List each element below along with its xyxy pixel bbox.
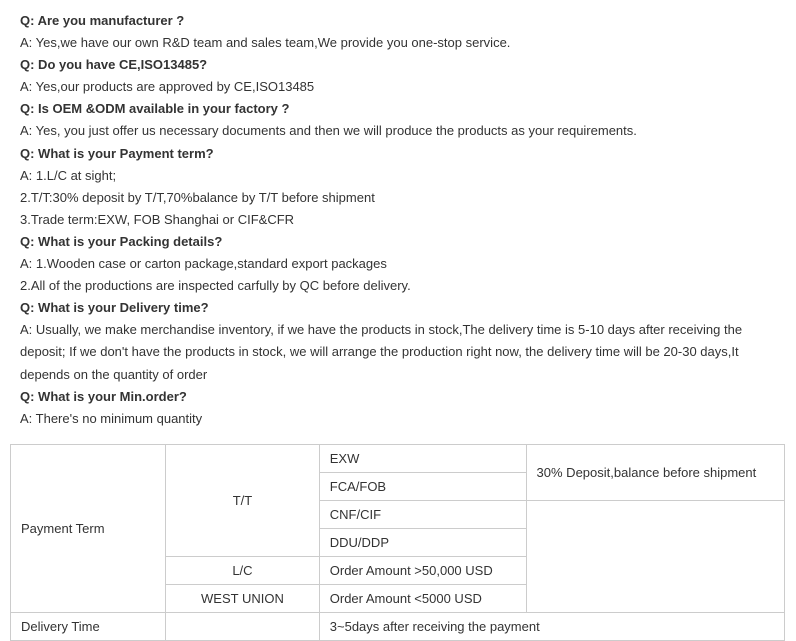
faq-question: Q: What is your Min.order? — [20, 386, 776, 408]
delivery-time-label: Delivery Time — [11, 612, 166, 640]
faq-question: Q: What is your Delivery time? — [20, 297, 776, 319]
faq-answer-line: A: Yes, you just offer us necessary docu… — [20, 120, 776, 142]
payment-wu: WEST UNION — [166, 584, 320, 612]
term-ddu-ddp: DDU/DDP — [319, 528, 526, 556]
order-gt: Order Amount >50,000 USD — [319, 556, 526, 584]
payment-term-label: Payment Term — [11, 444, 166, 612]
term-exw: EXW — [319, 444, 526, 472]
order-lt: Order Amount <5000 USD — [319, 584, 526, 612]
faq-answer-line: A: Usually, we make merchandise inventor… — [20, 319, 776, 385]
faq-answer-line: 3.Trade term:EXW, FOB Shanghai or CIF&CF… — [20, 209, 776, 231]
faq-question: Q: What is your Payment term? — [20, 143, 776, 165]
payment-tt: T/T — [166, 444, 320, 556]
faq-question: Q: Are you manufacturer ? — [20, 10, 776, 32]
faq-answer-line: 2.T/T:30% deposit by T/T,70%balance by T… — [20, 187, 776, 209]
empty-cell — [526, 500, 784, 612]
term-fca-fob: FCA/FOB — [319, 472, 526, 500]
payment-lc: L/C — [166, 556, 320, 584]
faq-answer-line: 2.All of the productions are inspected c… — [20, 275, 776, 297]
faq-answer-line: A: Yes,we have our own R&D team and sale… — [20, 32, 776, 54]
delivery-value: 3~5days after receiving the payment — [319, 612, 784, 640]
faq-answer-line: A: There's no minimum quantity — [20, 408, 776, 430]
faq-answer-line: A: Yes,our products are approved by CE,I… — [20, 76, 776, 98]
faq-answer-line: A: 1.Wooden case or carton package,stand… — [20, 253, 776, 275]
payment-table: Payment Term T/T EXW 30% Deposit,balance… — [10, 444, 785, 641]
faq-answer-line: A: 1.L/C at sight; — [20, 165, 776, 187]
faq-question: Q: Is OEM &ODM available in your factory… — [20, 98, 776, 120]
faq-section: Q: Are you manufacturer ?A: Yes,we have … — [0, 0, 796, 444]
delivery-empty — [166, 612, 320, 640]
term-cnf-cif: CNF/CIF — [319, 500, 526, 528]
deposit-note: 30% Deposit,balance before shipment — [526, 444, 784, 500]
faq-question: Q: Do you have CE,ISO13485? — [20, 54, 776, 76]
faq-question: Q: What is your Packing details? — [20, 231, 776, 253]
